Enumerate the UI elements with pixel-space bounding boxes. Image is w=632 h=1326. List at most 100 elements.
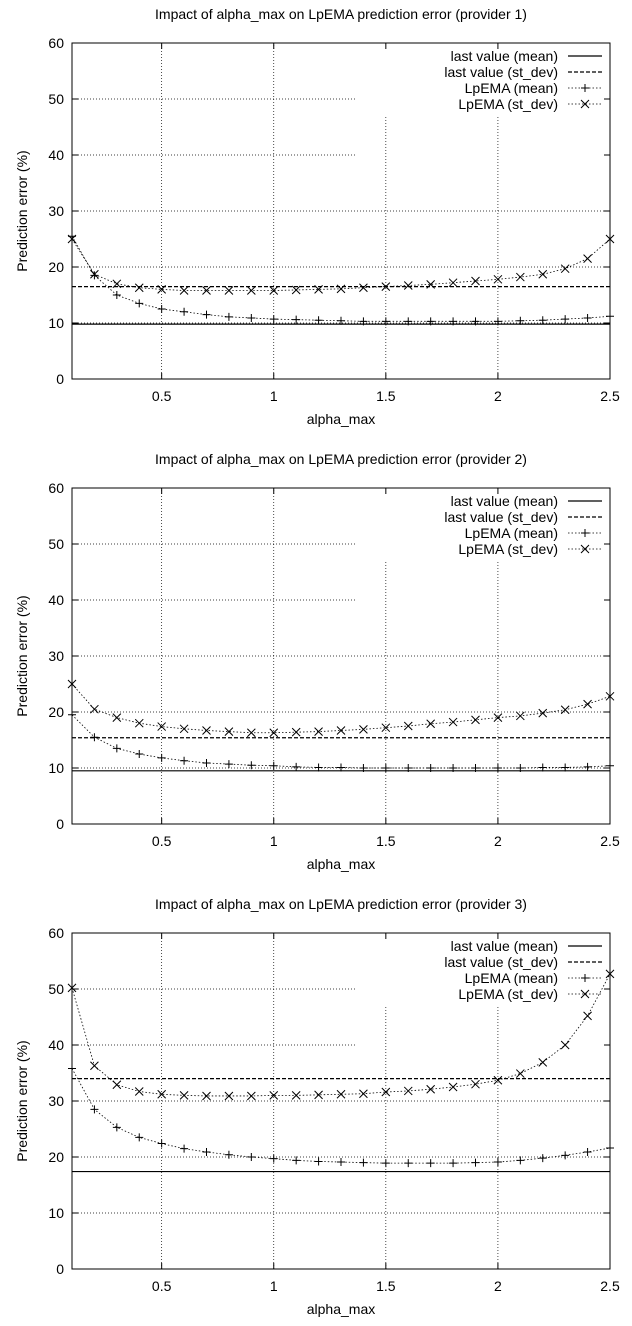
data-point xyxy=(247,1153,256,1161)
data-point xyxy=(202,1091,211,1101)
plot-frame xyxy=(71,487,611,825)
data-point xyxy=(135,750,144,758)
data-point xyxy=(269,761,278,770)
x-axis-label: alpha_max xyxy=(307,1301,376,1317)
data-point xyxy=(560,264,570,274)
x-tick-label: 1.5 xyxy=(376,1278,396,1294)
data-point xyxy=(493,764,502,772)
data-point xyxy=(538,316,547,325)
y-tick-label: 30 xyxy=(48,1093,64,1109)
series-line xyxy=(71,238,611,291)
data-point xyxy=(359,725,368,734)
data-point xyxy=(247,761,256,770)
legend-label: last value (st_dev) xyxy=(444,509,558,525)
data-point xyxy=(246,1091,256,1101)
chart-title: Impact of alpha_max on LpEMA prediction … xyxy=(155,6,527,22)
data-point xyxy=(247,313,256,322)
data-point xyxy=(449,317,458,326)
data-point xyxy=(90,733,99,742)
data-point xyxy=(449,764,458,772)
chart-panel-3: Impact of alpha_max on LpEMA prediction … xyxy=(14,896,620,1317)
data-point xyxy=(471,715,480,725)
data-point xyxy=(179,1091,189,1100)
data-point xyxy=(135,299,144,308)
data-point xyxy=(583,254,592,263)
data-point xyxy=(314,763,323,772)
data-point xyxy=(359,283,368,293)
data-point xyxy=(337,316,345,325)
chart-title: Impact of alpha_max on LpEMA prediction … xyxy=(155,896,527,912)
x-tick-label: 0.5 xyxy=(152,388,172,404)
data-point xyxy=(224,312,233,321)
legend-label: LpEMA (mean) xyxy=(465,970,558,986)
data-point xyxy=(381,317,390,326)
data-point xyxy=(404,317,413,326)
data-point xyxy=(426,1084,436,1094)
data-point xyxy=(90,269,99,279)
data-point xyxy=(359,1158,368,1167)
series-lpema-stdev xyxy=(67,969,615,1101)
x-tick-label: 2.5 xyxy=(600,388,620,404)
legend-label: last value (mean) xyxy=(451,48,558,64)
data-point xyxy=(224,1091,234,1101)
data-point xyxy=(112,291,121,299)
data-point xyxy=(605,691,615,701)
data-point xyxy=(561,315,570,324)
data-point xyxy=(359,764,368,772)
data-point xyxy=(112,1123,121,1132)
legend-sample-marker xyxy=(580,989,590,999)
plot-frame xyxy=(71,932,611,1270)
data-point xyxy=(314,1157,323,1166)
data-point xyxy=(606,761,614,770)
data-point xyxy=(426,280,436,289)
data-point xyxy=(471,1158,480,1167)
data-point xyxy=(426,1159,435,1168)
y-axis-label: Prediction error (%) xyxy=(14,150,30,271)
data-point xyxy=(179,724,189,734)
data-point xyxy=(180,1144,189,1153)
data-point xyxy=(381,723,391,733)
y-axis-label: Prediction error (%) xyxy=(14,1040,30,1161)
x-tick-label: 1.5 xyxy=(376,388,396,404)
data-point xyxy=(337,763,345,772)
legend-sample-marker xyxy=(580,544,590,554)
data-point xyxy=(180,307,189,316)
data-point xyxy=(538,1058,548,1067)
legend-label: LpEMA (st_dev) xyxy=(458,986,558,1002)
data-point xyxy=(337,1158,345,1167)
data-point xyxy=(448,717,458,727)
chart-panel-1: Impact of alpha_max on LpEMA prediction … xyxy=(14,6,620,427)
legend-sample-marker xyxy=(581,84,589,92)
x-tick-label: 1.5 xyxy=(376,833,396,849)
data-point xyxy=(202,286,211,295)
y-tick-label: 40 xyxy=(48,1037,64,1053)
data-point xyxy=(314,727,323,736)
data-point xyxy=(157,722,167,731)
data-point xyxy=(471,317,480,326)
data-point xyxy=(314,1090,323,1100)
legend-label: last value (mean) xyxy=(451,493,558,509)
y-tick-label: 60 xyxy=(48,35,64,51)
data-point xyxy=(224,760,233,769)
y-tick-label: 50 xyxy=(48,981,64,997)
data-point xyxy=(560,1040,570,1050)
data-point xyxy=(292,1156,301,1165)
data-point xyxy=(515,711,525,721)
series-lpema-mean xyxy=(68,232,614,326)
legend: last value (mean)last value (st_dev)LpEM… xyxy=(444,493,602,557)
data-point xyxy=(112,744,121,753)
data-point xyxy=(68,710,76,719)
data-point xyxy=(471,764,480,772)
data-point xyxy=(157,305,166,313)
data-point xyxy=(202,726,211,735)
data-point xyxy=(336,284,346,294)
data-point xyxy=(224,1150,233,1159)
data-point xyxy=(90,1061,99,1071)
data-point xyxy=(90,704,99,714)
data-point xyxy=(381,282,391,291)
legend-sample-marker xyxy=(581,529,589,537)
data-point xyxy=(403,1086,413,1096)
data-point xyxy=(426,719,436,729)
x-tick-label: 2 xyxy=(494,833,502,849)
data-point xyxy=(471,276,480,286)
